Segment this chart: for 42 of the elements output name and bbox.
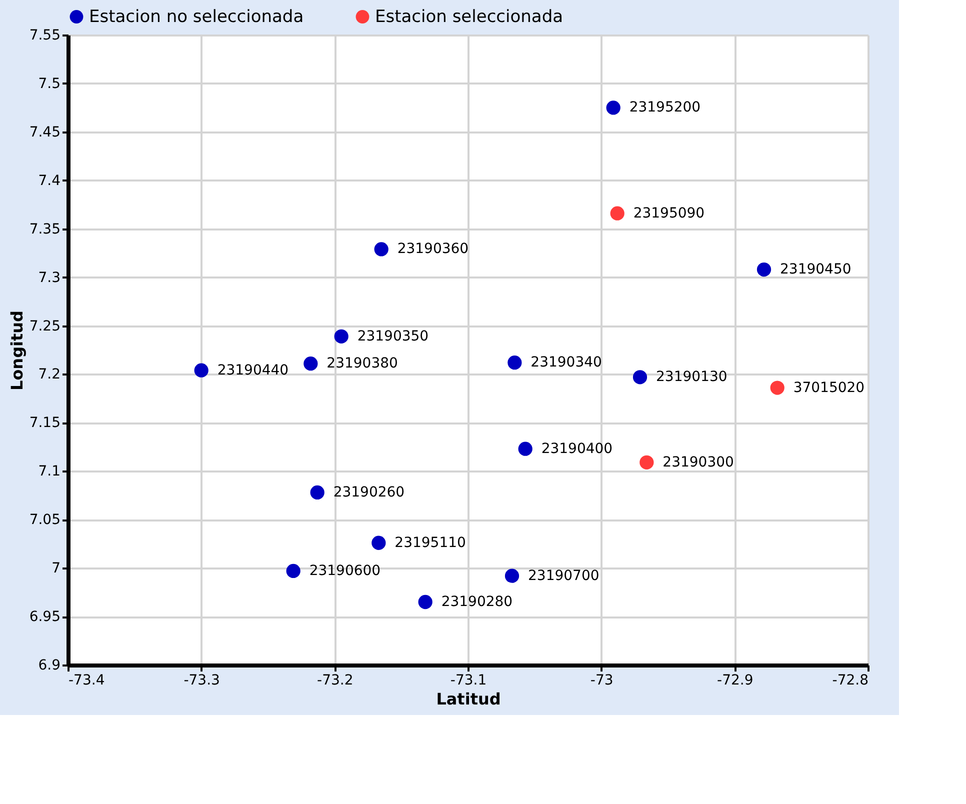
annotation: 23190300 bbox=[662, 454, 734, 470]
annotation: 23190360 bbox=[397, 241, 469, 258]
y-axis-title: Longitud bbox=[7, 310, 26, 391]
y-tick-label: 7.55 bbox=[29, 28, 60, 44]
y-tick-label: 7.45 bbox=[29, 124, 60, 140]
x-axis-title: Latitud bbox=[436, 690, 501, 708]
y-tick-label: 7.2 bbox=[38, 366, 60, 383]
annotation: 23195090 bbox=[633, 205, 705, 222]
x-tick-label: -73.3 bbox=[184, 672, 220, 688]
annotation: 23190340 bbox=[530, 354, 602, 371]
annotation: 23190380 bbox=[326, 356, 398, 372]
annotation: 23190600 bbox=[309, 562, 381, 579]
annotation: 23195110 bbox=[394, 534, 466, 551]
x-tick-label: -73.2 bbox=[317, 672, 354, 688]
annotation: 23190280 bbox=[441, 594, 513, 610]
y-tick-label: 7.25 bbox=[29, 318, 60, 334]
annotation: 23190400 bbox=[541, 440, 613, 457]
x-tick-label: -73.1 bbox=[450, 672, 487, 688]
y-tick-label: 6.95 bbox=[29, 609, 60, 626]
y-tick-label: 7.5 bbox=[38, 76, 60, 92]
legend-label: Estacion seleccionada bbox=[375, 6, 564, 27]
annotation: 37015020 bbox=[793, 380, 865, 396]
annotation: 23190440 bbox=[217, 362, 289, 378]
x-tick-label: -72.9 bbox=[717, 672, 754, 688]
x-tick-label: -72.8 bbox=[832, 672, 868, 688]
y-tick-label: 7.05 bbox=[29, 512, 60, 528]
y-tick-label: 6.9 bbox=[38, 658, 60, 674]
annotation: 23190260 bbox=[333, 484, 405, 500]
x-tick-label: -73 bbox=[590, 672, 614, 688]
y-tick-label: 7 bbox=[52, 560, 60, 577]
x-tick-label: -73.4 bbox=[68, 672, 105, 688]
y-tick-label: 7.15 bbox=[29, 415, 60, 432]
legend-label: Estacion no seleccionada bbox=[89, 6, 304, 27]
annotation: 23195200 bbox=[629, 100, 701, 116]
y-tick-label: 7.1 bbox=[38, 464, 60, 480]
annotation: 23190450 bbox=[780, 262, 852, 278]
y-tick-label: 7.35 bbox=[29, 221, 60, 238]
annotation: 23190350 bbox=[357, 328, 429, 344]
y-tick-label: 7.3 bbox=[38, 270, 60, 286]
y-tick-label: 7.4 bbox=[38, 172, 61, 189]
annotation: 23190700 bbox=[528, 568, 600, 584]
annotation: 23190130 bbox=[656, 369, 728, 386]
